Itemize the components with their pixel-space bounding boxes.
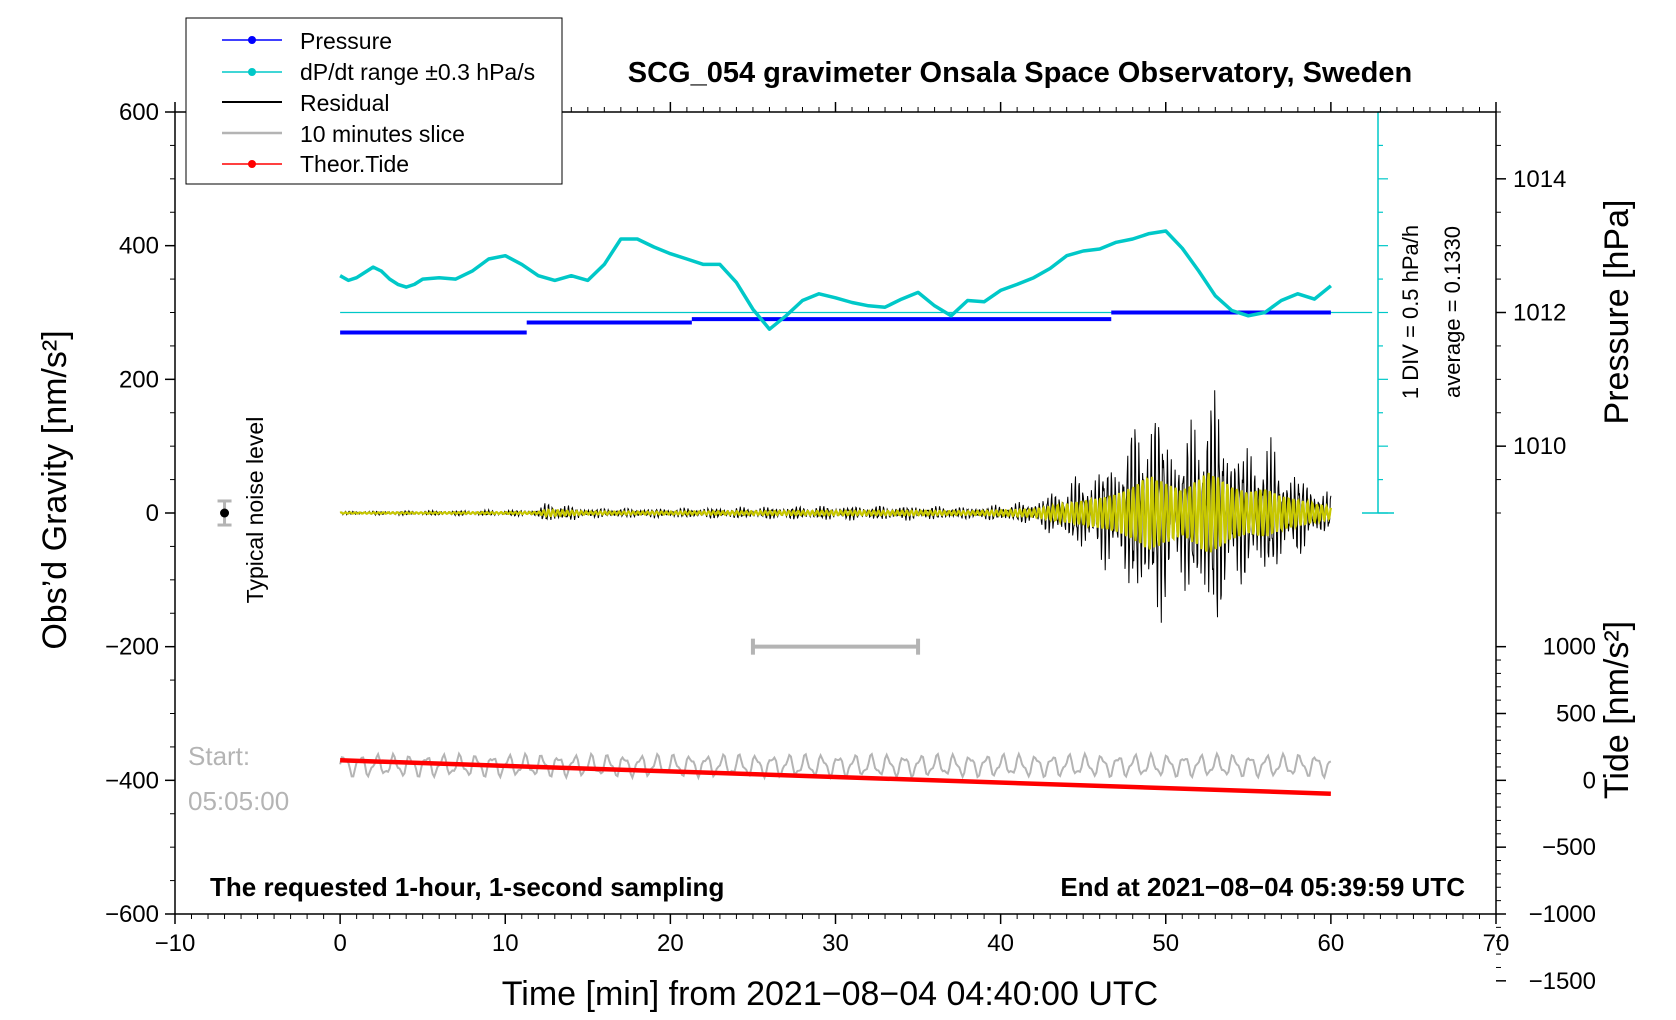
x-axis-title: Time [min] from 2021−08−04 04:40:00 UTC [502, 975, 1158, 1013]
noise-level-label: Typical noise level [242, 417, 268, 604]
legend-marker-pressure [248, 36, 256, 44]
legend-label-slice: 10 minutes slice [300, 121, 465, 147]
y-axis-title-tide: Tide [nm/s²] [1598, 621, 1636, 799]
tide-tick-label: −1500 [1529, 968, 1596, 995]
tide-line [340, 758, 1331, 796]
legend: Pressure dP/dt range ±0.3 hPa/s Residual… [185, 17, 563, 185]
legend-label-dpdt: dP/dt range ±0.3 hPa/s [300, 59, 535, 85]
pressure-tick-label: 1010 [1513, 433, 1566, 460]
filtered-residual-line [339, 472, 1332, 553]
legend-item-dpdt: dP/dt range ±0.3 hPa/s [222, 59, 535, 85]
x-tick-label: 20 [657, 930, 684, 957]
tide-tick-label: 0 [1583, 767, 1596, 794]
scale-div-label: 1 DIV = 0.5 hPa/h [1398, 225, 1423, 399]
x-tick-label: 40 [987, 930, 1014, 957]
chart-title: SCG_054 gravimeter Onsala Space Observat… [628, 57, 1412, 89]
x-tick-label: −10 [155, 930, 196, 957]
y-axis-title-left: Obs’d Gravity [nm/s²] [36, 330, 74, 649]
y-tick-label-left: −600 [105, 901, 159, 928]
tide-tick-label: −1000 [1529, 901, 1596, 928]
pressure-tick-label: 1014 [1513, 166, 1566, 193]
x-tick-label: 10 [492, 930, 519, 957]
y-tick-label-left: −200 [105, 634, 159, 661]
legend-label-residual: Residual [300, 90, 390, 116]
sampling-note: The requested 1-hour, 1-second sampling [210, 872, 724, 902]
legend-item-slice: 10 minutes slice [222, 121, 465, 147]
x-tick-label: 30 [822, 930, 849, 957]
y-tick-label-left: 600 [119, 99, 159, 126]
dpdt-line [339, 229, 1332, 331]
x-tick-label: 0 [333, 930, 346, 957]
legend-marker-tide [248, 160, 256, 168]
legend-marker-dpdt [248, 68, 256, 76]
scale-average-label: average = 0.1330 [1440, 226, 1465, 398]
start-time: 05:05:00 [188, 786, 289, 816]
y-tick-label-left: −400 [105, 767, 159, 794]
end-time-note: End at 2021−08−04 05:39:59 UTC [1060, 872, 1465, 902]
series-layer [217, 111, 1394, 796]
ticks-layer: −10 0 10 20 30 40 50 60 70 600 400 200 0 −200 −400 −600… [105, 99, 1596, 995]
start-label: Start: [188, 741, 250, 771]
pressure-tick-label: 1012 [1513, 300, 1566, 327]
x-tick-label: 70 [1483, 930, 1510, 957]
legend-label-tide: Theor.Tide [300, 151, 409, 177]
y-axis-title-pressure: Pressure [hPa] [1598, 200, 1636, 425]
y-tick-label-left: 400 [119, 233, 159, 260]
legend-item-tide: Theor.Tide [222, 151, 409, 177]
x-tick-label: 50 [1152, 930, 1179, 957]
tide-tick-label: 1000 [1543, 634, 1596, 661]
tide-tick-label: −500 [1542, 834, 1596, 861]
legend-item-residual: Residual [222, 90, 390, 116]
y-tick-label-left: 200 [119, 366, 159, 393]
tide-tick-label: 500 [1556, 701, 1596, 728]
y-tick-label-left: 0 [146, 500, 159, 527]
legend-item-pressure: Pressure [222, 28, 392, 54]
legend-label-pressure: Pressure [300, 28, 392, 54]
x-tick-label: 60 [1318, 930, 1345, 957]
noise-point [220, 508, 230, 518]
